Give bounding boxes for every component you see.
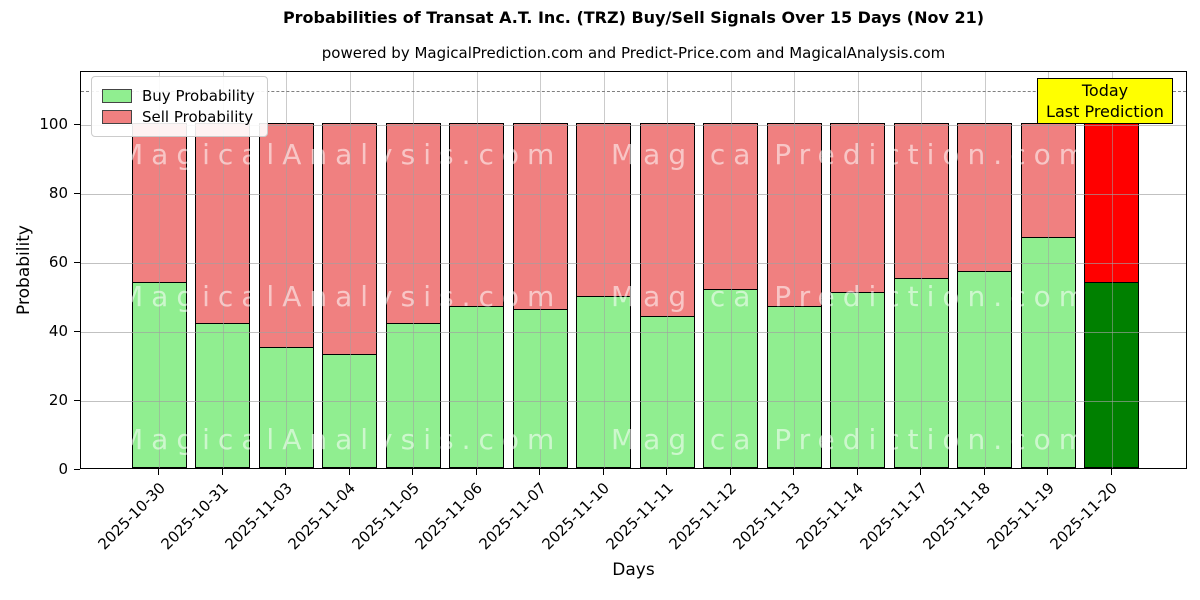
watermark-text: MagicalAnalysis.com (119, 280, 563, 313)
x-tick-mark (666, 469, 667, 475)
vertical-gridline (730, 72, 732, 468)
legend: Buy Probability Sell Probability (91, 76, 268, 137)
horizontal-gridline (81, 125, 1186, 127)
vertical-gridline (413, 72, 414, 468)
x-tick-mark (983, 469, 985, 475)
x-axis-ticks: 2025-10-30 2025-10-31 2025-11-03 2025-11-04… (80, 469, 1187, 589)
y-tick-label: 60 (48, 253, 68, 272)
y-tick-label: 80 (48, 184, 68, 203)
x-tick-label: 2025-11-11 (602, 479, 677, 554)
vertical-gridline (476, 72, 478, 468)
threshold-dashed-line (81, 90, 1186, 92)
x-tick-mark (1047, 469, 1048, 475)
x-tick-mark (602, 469, 604, 475)
x-tick-mark (348, 469, 350, 475)
vertical-gridline (857, 72, 859, 468)
x-tick-label: 2025-11-14 (792, 479, 868, 554)
x-tick-label: 2025-11-03 (221, 479, 296, 554)
horizontal-gridline (81, 263, 1186, 265)
watermark-text: MagicalPrediction.com (611, 423, 1094, 456)
y-tick-mark (74, 331, 80, 333)
x-tick-label: 2025-11-20 (1046, 479, 1122, 554)
x-tick-mark (729, 469, 731, 475)
watermark-text: MagicalPrediction.com (611, 280, 1094, 313)
y-tick-mark (74, 124, 80, 126)
y-tick-mark (74, 400, 80, 402)
vertical-gridline (794, 72, 795, 468)
x-tick-mark (539, 469, 540, 475)
legend-item-sell: Sell Probability (102, 108, 255, 126)
x-tick-mark (475, 469, 477, 475)
vertical-gridline (540, 72, 541, 468)
horizontal-gridline (81, 332, 1186, 334)
x-tick-label: 2025-10-31 (157, 479, 233, 554)
vertical-gridline (349, 72, 351, 468)
y-tick-mark (74, 193, 80, 195)
grid-layer (81, 72, 1186, 468)
plot-area: MagicalAnalysis.com MagicalPrediction.com… (80, 71, 1187, 469)
x-tick-mark (856, 469, 858, 475)
x-tick-label: 2025-11-04 (284, 479, 360, 554)
y-axis-label: Probability (14, 225, 34, 315)
x-tick-label: 2025-11-06 (411, 479, 487, 554)
x-tick-label: 2025-11-13 (729, 479, 804, 554)
x-tick-mark (1110, 469, 1112, 475)
vertical-gridline (984, 72, 986, 468)
buy-color-swatch (102, 89, 132, 103)
vertical-gridline (603, 72, 605, 468)
x-tick-label: 2025-11-07 (475, 479, 550, 554)
x-axis-label: Days (612, 560, 655, 580)
horizontal-gridline (81, 194, 1186, 196)
watermark-text: MagicalAnalysis.com (119, 423, 563, 456)
y-axis-ticks: 0 20 40 60 80 100 (0, 71, 80, 478)
watermark-layer: MagicalAnalysis.com MagicalPrediction.com… (81, 72, 1186, 468)
y-tick-label: 40 (48, 322, 68, 341)
y-tick-mark (74, 469, 80, 470)
x-tick-label: 2025-11-18 (919, 479, 995, 554)
y-tick-label: 20 (48, 391, 68, 410)
x-tick-mark (793, 469, 794, 475)
vertical-gridline (921, 72, 922, 468)
watermark-text: MagicalAnalysis.com (119, 138, 563, 171)
vertical-gridline (286, 72, 287, 468)
vertical-gridline (159, 72, 160, 468)
chart-subtitle: powered by MagicalPrediction.com and Pre… (321, 44, 946, 62)
x-tick-mark (920, 469, 921, 475)
today-annotation-line2: Last Prediction (1046, 102, 1164, 121)
y-tick-label: 0 (58, 460, 68, 478)
x-tick-label: 2025-11-12 (665, 479, 741, 554)
x-tick-mark (285, 469, 286, 475)
today-annotation-line1: Today (1081, 81, 1129, 100)
y-tick-mark (74, 262, 80, 264)
today-annotation-box: Today Last Prediction (1037, 78, 1173, 124)
vertical-gridline (1111, 72, 1113, 468)
x-tick-mark (221, 469, 223, 475)
legend-item-buy: Buy Probability (102, 87, 255, 105)
watermark-text: MagicalPrediction.com (611, 138, 1094, 171)
x-tick-label: 2025-11-17 (856, 479, 931, 554)
x-tick-label: 2025-11-05 (348, 479, 423, 554)
vertical-gridline (222, 72, 224, 468)
x-tick-mark (158, 469, 159, 475)
legend-sell-label: Sell Probability (142, 108, 254, 126)
x-tick-label: 2025-10-30 (94, 479, 169, 554)
chart-title: Probabilities of Transat A.T. Inc. (TRZ)… (282, 8, 985, 27)
x-tick-mark (412, 469, 413, 475)
sell-color-swatch (102, 110, 132, 124)
y-tick-label: 100 (39, 115, 68, 134)
horizontal-gridline (81, 401, 1186, 403)
vertical-gridline (1048, 72, 1049, 468)
x-tick-label: 2025-11-10 (538, 479, 614, 554)
legend-buy-label: Buy Probability (142, 87, 255, 105)
x-tick-label: 2025-11-19 (983, 479, 1058, 554)
vertical-gridline (667, 72, 668, 468)
